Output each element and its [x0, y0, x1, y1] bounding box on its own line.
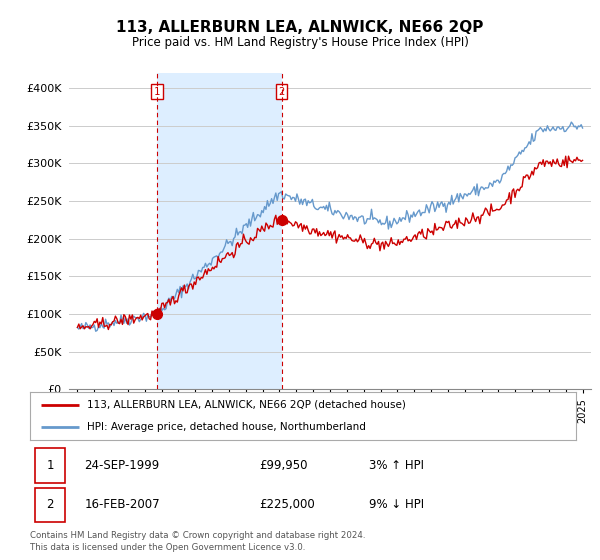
Bar: [157, 73, 281, 389]
Text: 16-FEB-2007: 16-FEB-2007: [85, 498, 160, 511]
Text: 2: 2: [278, 87, 284, 97]
Text: 2: 2: [46, 498, 54, 511]
Text: 1: 1: [46, 459, 54, 472]
Text: 3% ↑ HPI: 3% ↑ HPI: [368, 459, 424, 472]
FancyBboxPatch shape: [35, 488, 65, 522]
Text: Contains HM Land Registry data © Crown copyright and database right 2024.: Contains HM Land Registry data © Crown c…: [30, 531, 365, 540]
Text: HPI: Average price, detached house, Northumberland: HPI: Average price, detached house, Nort…: [88, 422, 366, 432]
Text: 9% ↓ HPI: 9% ↓ HPI: [368, 498, 424, 511]
FancyBboxPatch shape: [35, 449, 65, 483]
Text: £99,950: £99,950: [259, 459, 308, 472]
Text: 24-SEP-1999: 24-SEP-1999: [85, 459, 160, 472]
Text: Price paid vs. HM Land Registry's House Price Index (HPI): Price paid vs. HM Land Registry's House …: [131, 36, 469, 49]
Text: This data is licensed under the Open Government Licence v3.0.: This data is licensed under the Open Gov…: [30, 543, 305, 552]
Text: £225,000: £225,000: [259, 498, 315, 511]
Text: 113, ALLERBURN LEA, ALNWICK, NE66 2QP (detached house): 113, ALLERBURN LEA, ALNWICK, NE66 2QP (d…: [88, 400, 406, 410]
Text: 113, ALLERBURN LEA, ALNWICK, NE66 2QP: 113, ALLERBURN LEA, ALNWICK, NE66 2QP: [116, 20, 484, 35]
Text: 1: 1: [154, 87, 160, 97]
